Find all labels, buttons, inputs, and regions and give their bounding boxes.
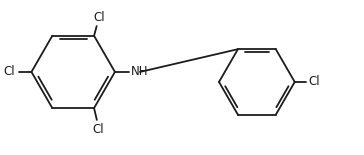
Text: NH: NH [131, 65, 149, 78]
Text: Cl: Cl [308, 75, 320, 89]
Text: Cl: Cl [3, 65, 15, 78]
Text: Cl: Cl [94, 11, 105, 24]
Text: Cl: Cl [93, 123, 104, 136]
